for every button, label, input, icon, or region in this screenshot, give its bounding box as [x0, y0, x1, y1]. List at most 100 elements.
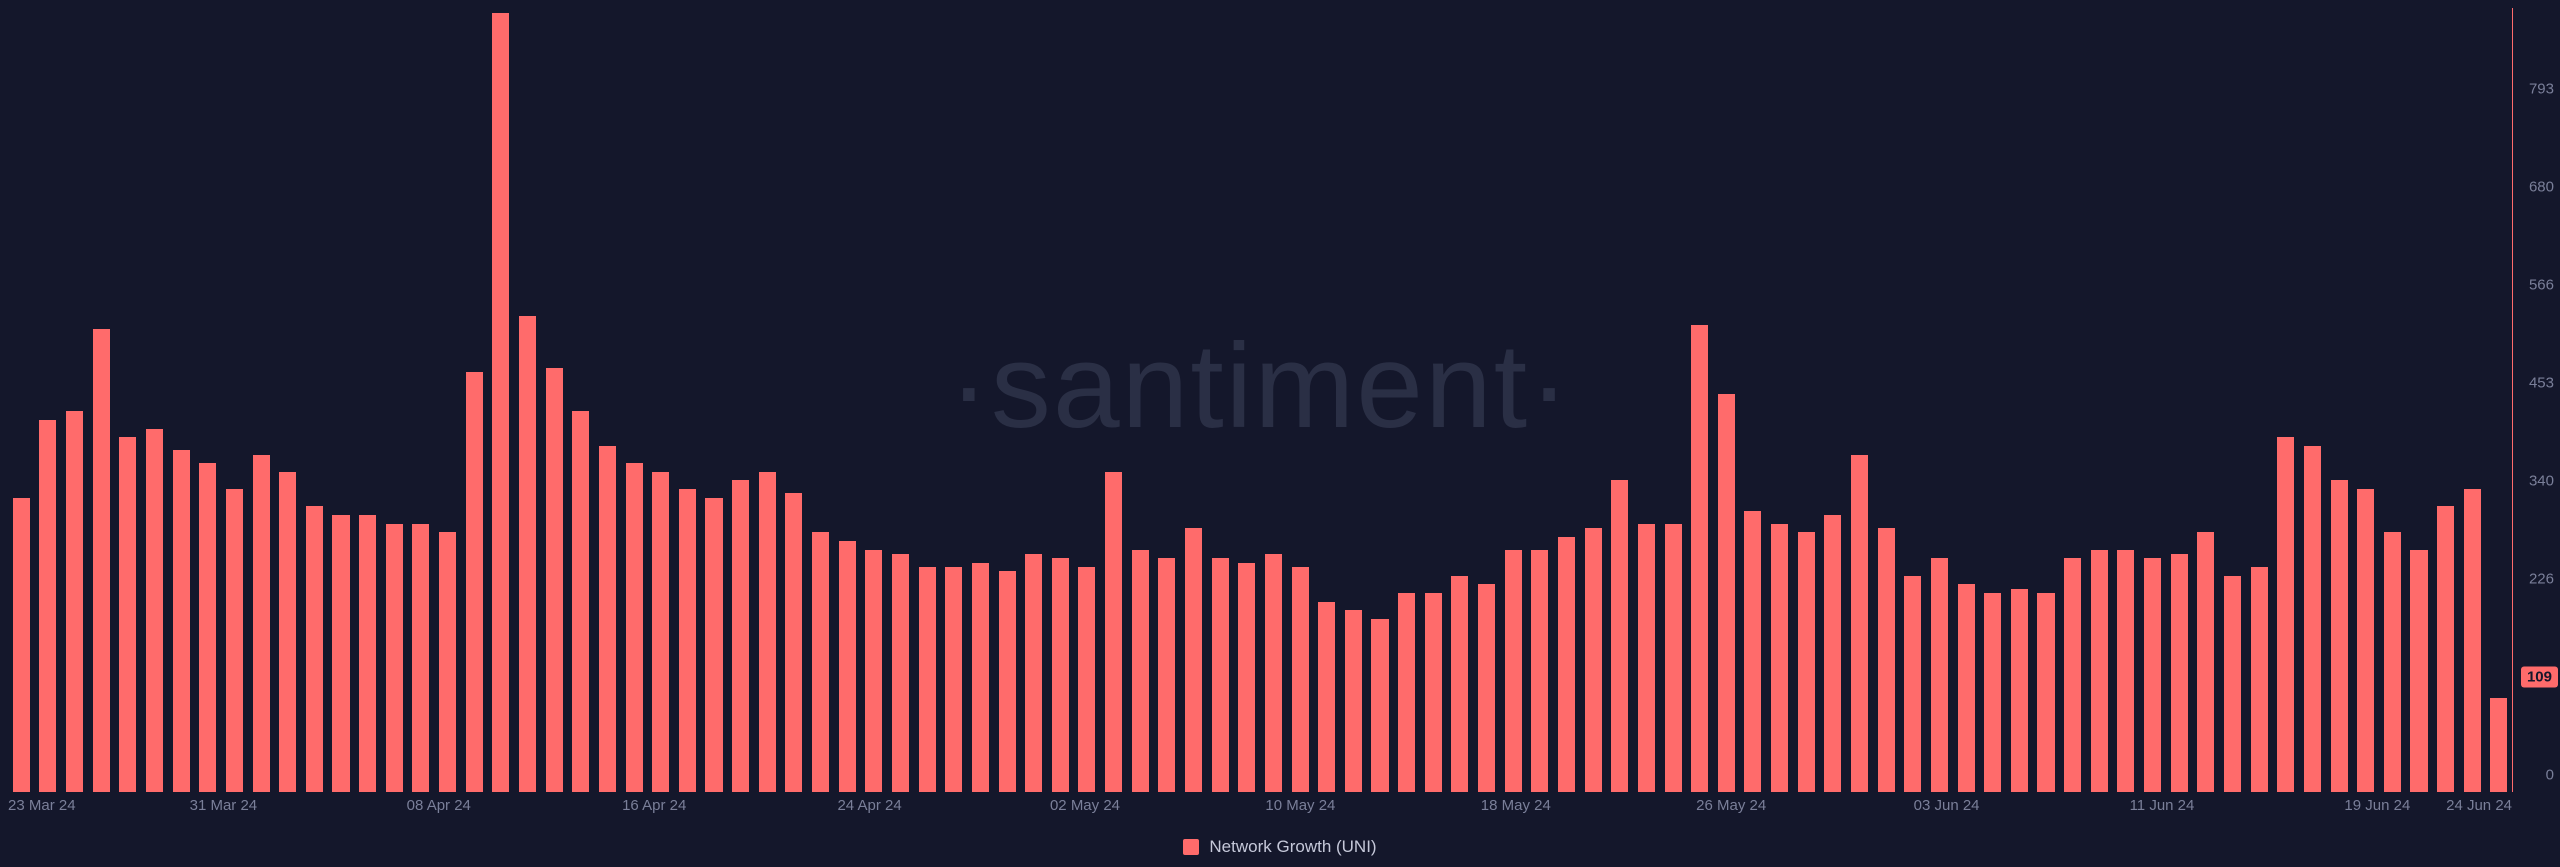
bar[interactable]: [514, 8, 541, 792]
bar[interactable]: [8, 8, 35, 792]
x-tick-label: 24 Jun 24: [2446, 797, 2512, 814]
bar[interactable]: [2246, 8, 2273, 792]
bar[interactable]: [328, 8, 355, 792]
bar[interactable]: [2166, 8, 2193, 792]
bar[interactable]: [2033, 8, 2060, 792]
bar[interactable]: [115, 8, 142, 792]
bar[interactable]: [381, 8, 408, 792]
bar[interactable]: [781, 8, 808, 792]
bar[interactable]: [967, 8, 994, 792]
bar[interactable]: [2139, 8, 2166, 792]
bar[interactable]: [488, 8, 515, 792]
bar[interactable]: [674, 8, 701, 792]
bar[interactable]: [887, 8, 914, 792]
bar[interactable]: [1979, 8, 2006, 792]
bar[interactable]: [1899, 8, 1926, 792]
bar[interactable]: [1793, 8, 1820, 792]
bar[interactable]: [1953, 8, 1980, 792]
bar[interactable]: [994, 8, 1021, 792]
bar[interactable]: [2486, 8, 2513, 792]
bar[interactable]: [461, 8, 488, 792]
bar[interactable]: [1287, 8, 1314, 792]
bar[interactable]: [1313, 8, 1340, 792]
bar[interactable]: [1447, 8, 1474, 792]
legend[interactable]: Network Growth (UNI): [0, 837, 2560, 857]
bar[interactable]: [2086, 8, 2113, 792]
bar[interactable]: [1606, 8, 1633, 792]
bar[interactable]: [434, 8, 461, 792]
bar[interactable]: [1340, 8, 1367, 792]
bar[interactable]: [1633, 8, 1660, 792]
bar[interactable]: [194, 8, 221, 792]
bar[interactable]: [1686, 8, 1713, 792]
bar[interactable]: [621, 8, 648, 792]
bar[interactable]: [354, 8, 381, 792]
bar[interactable]: [1233, 8, 1260, 792]
bar[interactable]: [861, 8, 888, 792]
bar[interactable]: [2006, 8, 2033, 792]
bar[interactable]: [2406, 8, 2433, 792]
bar[interactable]: [1820, 8, 1847, 792]
bar[interactable]: [567, 8, 594, 792]
bar[interactable]: [647, 8, 674, 792]
bar[interactable]: [1473, 8, 1500, 792]
bar[interactable]: [2432, 8, 2459, 792]
bar[interactable]: [2059, 8, 2086, 792]
bar[interactable]: [1074, 8, 1101, 792]
bar[interactable]: [2193, 8, 2220, 792]
bar[interactable]: [1527, 8, 1554, 792]
bar[interactable]: [2459, 8, 2486, 792]
bar[interactable]: [1154, 8, 1181, 792]
bar[interactable]: [221, 8, 248, 792]
bar[interactable]: [1420, 8, 1447, 792]
bar[interactable]: [1127, 8, 1154, 792]
bar[interactable]: [274, 8, 301, 792]
bar[interactable]: [1580, 8, 1607, 792]
bar[interactable]: [61, 8, 88, 792]
bar[interactable]: [141, 8, 168, 792]
bar[interactable]: [88, 8, 115, 792]
bar[interactable]: [301, 8, 328, 792]
legend-swatch: [1183, 839, 1199, 855]
bar[interactable]: [2326, 8, 2353, 792]
bar[interactable]: [2379, 8, 2406, 792]
bar[interactable]: [2113, 8, 2140, 792]
bar[interactable]: [168, 8, 195, 792]
bar[interactable]: [2352, 8, 2379, 792]
bar[interactable]: [35, 8, 62, 792]
x-tick-label: 24 Apr 24: [837, 797, 901, 814]
bar[interactable]: [1553, 8, 1580, 792]
bar[interactable]: [1873, 8, 1900, 792]
bar[interactable]: [2272, 8, 2299, 792]
bar[interactable]: [2219, 8, 2246, 792]
bar[interactable]: [594, 8, 621, 792]
bar[interactable]: [727, 8, 754, 792]
bar[interactable]: [1020, 8, 1047, 792]
bar[interactable]: [2299, 8, 2326, 792]
bar[interactable]: [1713, 8, 1740, 792]
y-tick-label: 0: [2546, 767, 2554, 784]
y-tick-label: 566: [2529, 277, 2554, 294]
bar[interactable]: [248, 8, 275, 792]
bar[interactable]: [1660, 8, 1687, 792]
bar[interactable]: [1926, 8, 1953, 792]
bar[interactable]: [541, 8, 568, 792]
bar[interactable]: [1367, 8, 1394, 792]
bar[interactable]: [1846, 8, 1873, 792]
bar[interactable]: [1180, 8, 1207, 792]
bar[interactable]: [1393, 8, 1420, 792]
bar[interactable]: [940, 8, 967, 792]
bar[interactable]: [1207, 8, 1234, 792]
bar[interactable]: [807, 8, 834, 792]
bar[interactable]: [754, 8, 781, 792]
bar[interactable]: [1047, 8, 1074, 792]
bar[interactable]: [834, 8, 861, 792]
bar[interactable]: [408, 8, 435, 792]
bar[interactable]: [1766, 8, 1793, 792]
bar[interactable]: [1260, 8, 1287, 792]
bar[interactable]: [914, 8, 941, 792]
bar[interactable]: [1740, 8, 1767, 792]
bar[interactable]: [1100, 8, 1127, 792]
bar[interactable]: [701, 8, 728, 792]
bar[interactable]: [1500, 8, 1527, 792]
